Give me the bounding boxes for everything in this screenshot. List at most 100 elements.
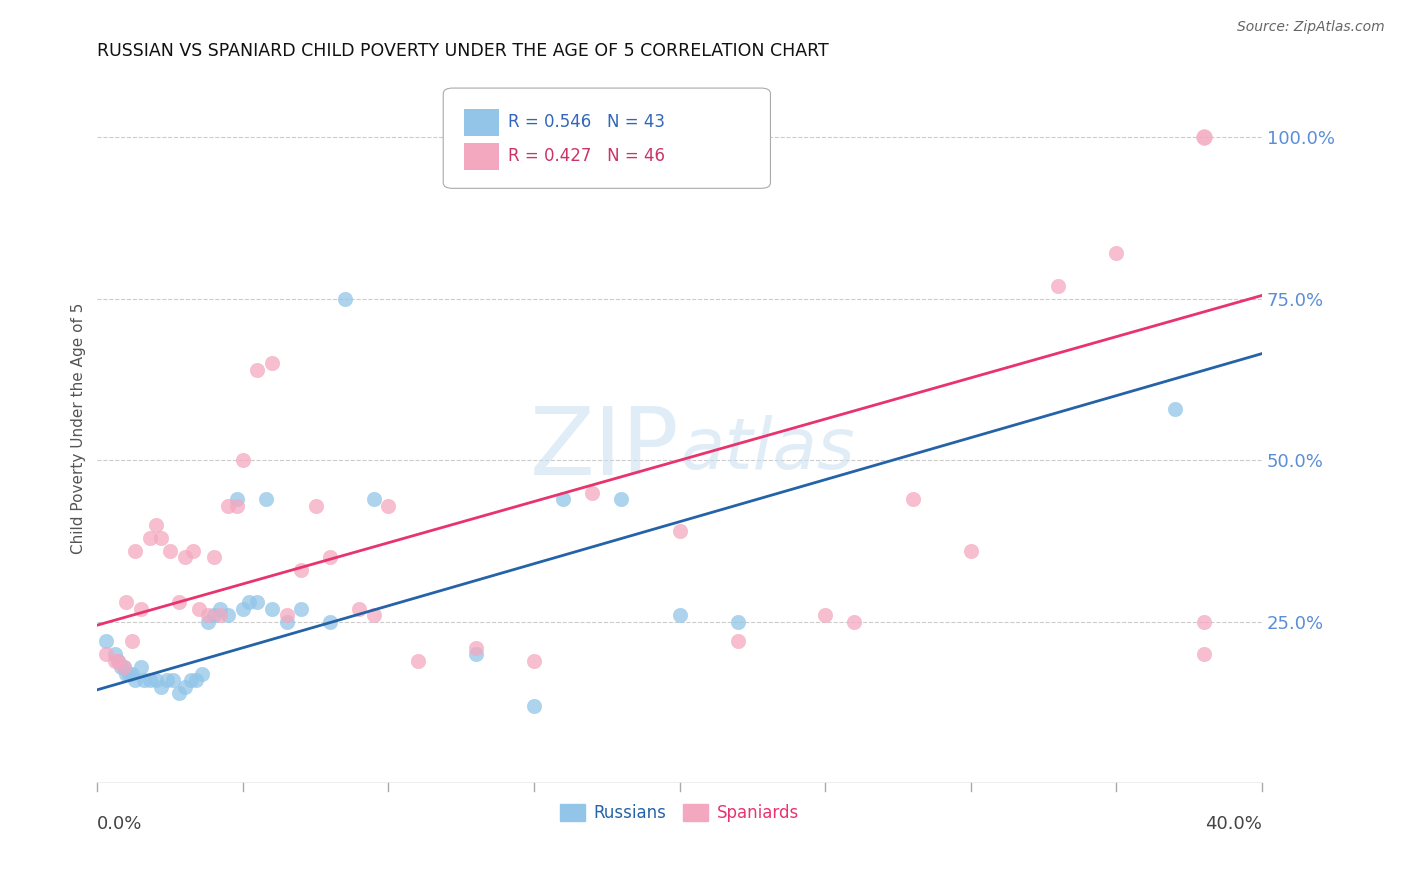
Point: [333, 292, 356, 306]
Point: [464, 640, 486, 655]
Point: [226, 491, 249, 506]
Point: [319, 615, 342, 629]
Point: [260, 356, 283, 370]
Point: [610, 491, 633, 506]
Point: [156, 673, 179, 687]
Text: RUSSIAN VS SPANIARD CHILD POVERTY UNDER THE AGE OF 5 CORRELATION CHART: RUSSIAN VS SPANIARD CHILD POVERTY UNDER …: [97, 42, 830, 60]
Point: [290, 563, 312, 577]
Point: [107, 654, 129, 668]
Point: [107, 654, 129, 668]
FancyBboxPatch shape: [443, 88, 770, 188]
Point: [208, 608, 231, 623]
Point: [94, 634, 117, 648]
Point: [173, 550, 195, 565]
Point: [349, 602, 371, 616]
Point: [145, 673, 167, 687]
Point: [232, 602, 254, 616]
Point: [124, 673, 146, 687]
Point: [814, 608, 837, 623]
Point: [132, 673, 155, 687]
Text: Source: ZipAtlas.com: Source: ZipAtlas.com: [1237, 20, 1385, 34]
Point: [110, 660, 132, 674]
Point: [167, 686, 190, 700]
Point: [121, 666, 143, 681]
Point: [129, 660, 152, 674]
Point: [150, 531, 173, 545]
Point: [523, 698, 546, 713]
Point: [197, 615, 219, 629]
Point: [305, 499, 328, 513]
Point: [112, 660, 135, 674]
Point: [183, 543, 205, 558]
Point: [1047, 278, 1070, 293]
Point: [191, 666, 214, 681]
Point: [581, 485, 603, 500]
Point: [115, 666, 138, 681]
Point: [727, 615, 749, 629]
Point: [276, 615, 298, 629]
Point: [94, 647, 117, 661]
Point: [173, 680, 195, 694]
Point: [246, 363, 269, 377]
Point: [208, 602, 231, 616]
Text: 40.0%: 40.0%: [1205, 815, 1263, 833]
Point: [668, 524, 690, 539]
Point: [260, 602, 283, 616]
Point: [1192, 615, 1215, 629]
Point: [167, 595, 190, 609]
Bar: [464, 109, 499, 136]
Point: [523, 654, 546, 668]
Point: [232, 453, 254, 467]
Point: [139, 673, 162, 687]
Point: [202, 550, 225, 565]
Point: [319, 550, 342, 565]
Point: [246, 595, 269, 609]
Point: [139, 531, 162, 545]
Point: [901, 491, 924, 506]
Point: [464, 647, 486, 661]
Point: [226, 499, 249, 513]
Point: [159, 543, 181, 558]
Point: [202, 608, 225, 623]
Point: [553, 491, 575, 506]
Text: atlas: atlas: [679, 415, 855, 483]
Point: [238, 595, 260, 609]
Point: [276, 608, 298, 623]
Legend: Russians, Spaniards: Russians, Spaniards: [554, 797, 806, 829]
Point: [290, 602, 312, 616]
Point: [254, 491, 277, 506]
Text: R = 0.427   N = 46: R = 0.427 N = 46: [509, 147, 665, 165]
Point: [668, 608, 690, 623]
Point: [844, 615, 866, 629]
Point: [377, 499, 399, 513]
Text: 0.0%: 0.0%: [97, 815, 143, 833]
Point: [217, 608, 239, 623]
Text: R = 0.546   N = 43: R = 0.546 N = 43: [509, 113, 665, 131]
Point: [129, 602, 152, 616]
Point: [363, 608, 385, 623]
Point: [217, 499, 239, 513]
Text: ZIP: ZIP: [530, 403, 679, 495]
Point: [727, 634, 749, 648]
Point: [959, 543, 981, 558]
Point: [121, 634, 143, 648]
Point: [124, 543, 146, 558]
Point: [104, 647, 127, 661]
Point: [1192, 647, 1215, 661]
Point: [150, 680, 173, 694]
Bar: [464, 143, 499, 169]
Point: [186, 673, 208, 687]
Point: [112, 660, 135, 674]
Point: [162, 673, 184, 687]
Point: [1105, 246, 1128, 260]
Point: [104, 654, 127, 668]
Point: [180, 673, 202, 687]
Point: [145, 517, 167, 532]
Point: [1163, 401, 1185, 416]
Point: [363, 491, 385, 506]
Y-axis label: Child Poverty Under the Age of 5: Child Poverty Under the Age of 5: [72, 302, 86, 554]
Point: [118, 666, 141, 681]
Point: [115, 595, 138, 609]
Point: [197, 608, 219, 623]
Point: [406, 654, 429, 668]
